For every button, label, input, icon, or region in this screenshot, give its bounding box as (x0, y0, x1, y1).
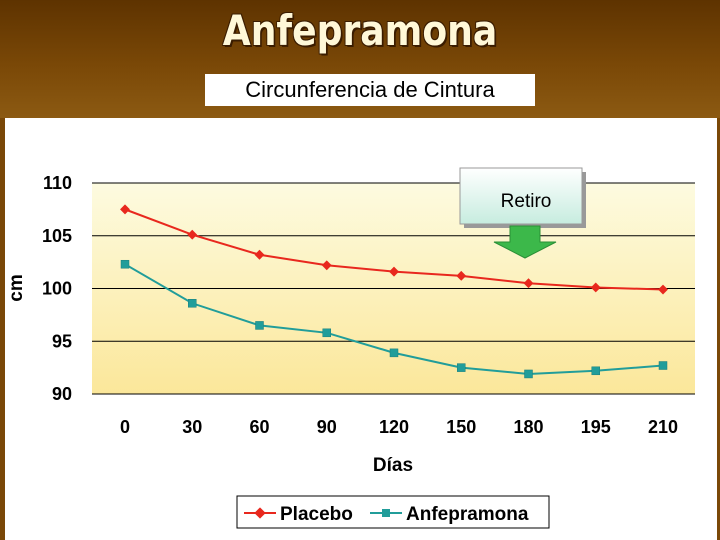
y-tick-label: 100 (42, 279, 72, 299)
data-point-placebo (187, 229, 198, 240)
legend-marker-placebo (254, 507, 266, 519)
x-tick-label: 60 (249, 417, 269, 437)
data-point-anfepramona (524, 369, 533, 379)
data-point-placebo (456, 270, 467, 281)
x-tick-label: 0 (120, 417, 130, 437)
y-axis-title: cm (6, 274, 27, 301)
data-point-placebo (523, 278, 534, 289)
x-axis-title: Días (373, 455, 413, 476)
x-tick-label: 195 (581, 417, 611, 437)
right-border (717, 118, 720, 540)
slide-title: Anfepramona (222, 6, 498, 55)
left-border (0, 118, 5, 540)
x-tick-label: 30 (182, 417, 202, 437)
data-point-anfepramona (658, 361, 668, 370)
legend-marker-anfepramona (382, 509, 390, 517)
data-point-anfepramona (591, 366, 600, 376)
y-tick-label: 95 (52, 331, 72, 351)
y-tick-label: 90 (52, 384, 72, 404)
data-point-placebo (120, 204, 130, 215)
y-tick-label: 110 (43, 173, 72, 193)
data-point-anfepramona (188, 299, 197, 308)
legend-label-placebo: Placebo (280, 504, 353, 525)
data-point-anfepramona (120, 259, 130, 269)
retiro-callout-label: Retiro (501, 191, 552, 212)
slide-subtitle: Circunferencia de Cintura (205, 74, 535, 106)
data-point-placebo (389, 266, 399, 277)
x-tick-label: 180 (513, 417, 543, 437)
y-tick-label: 105 (42, 226, 72, 246)
x-tick-label: 150 (446, 417, 476, 437)
legend-label-anfepramona: Anfepramona (406, 504, 529, 525)
data-point-anfepramona (389, 348, 399, 358)
data-point-anfepramona (255, 321, 264, 330)
header-banner: Anfepramona Circunferencia de Cintura (0, 0, 720, 118)
data-point-placebo (658, 284, 668, 295)
x-tick-label: 120 (379, 417, 409, 437)
x-tick-label: 90 (317, 417, 337, 437)
retiro-callout: Retiro (459, 167, 586, 259)
legend: Placebo Anfepramona (236, 495, 550, 529)
x-tick-label: 210 (648, 417, 678, 437)
data-point-placebo (590, 282, 601, 293)
data-point-anfepramona (457, 363, 466, 372)
data-point-anfepramona (322, 328, 331, 338)
retiro-callout-box (459, 167, 583, 225)
retiro-arrow-icon (493, 225, 557, 259)
data-point-placebo (321, 260, 332, 271)
